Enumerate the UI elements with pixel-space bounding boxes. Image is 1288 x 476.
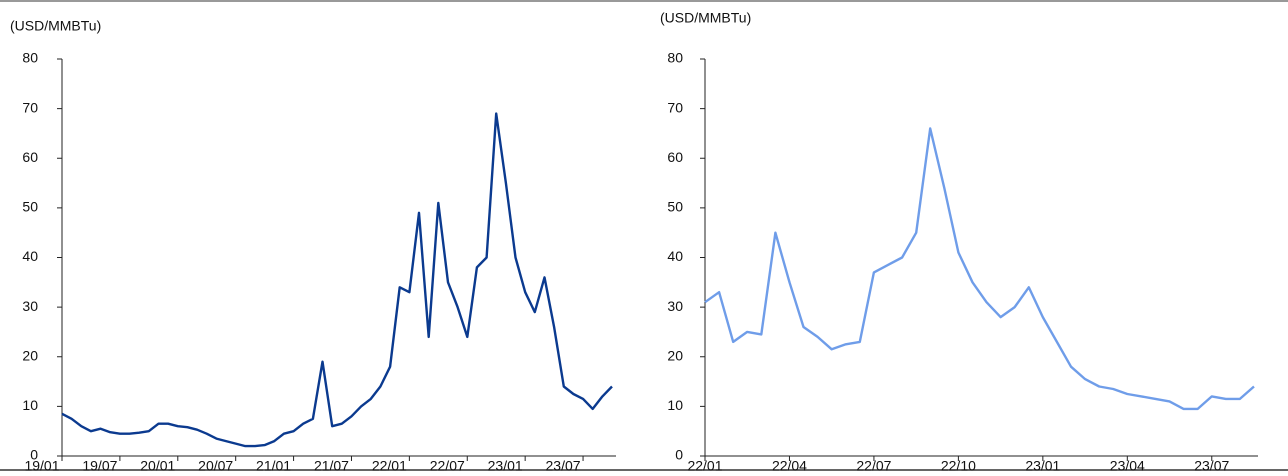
x-tick-label: 21/07	[314, 458, 349, 474]
x-tick-label: 22/07	[430, 458, 465, 474]
x-tick-label: 22/01	[687, 458, 722, 474]
y-tick-label: 40	[22, 248, 38, 264]
x-tick-label: 21/01	[256, 458, 291, 474]
y-tick-label: 0	[30, 447, 38, 463]
x-tick-label: 23/07	[1194, 458, 1229, 474]
y-tick-label: 70	[667, 99, 683, 115]
x-tick-label: 23/04	[1110, 458, 1145, 474]
y-tick-label: 10	[22, 397, 38, 413]
y-tick-label: 80	[667, 50, 683, 66]
price-line	[704, 127, 1255, 411]
x-tick-label: 22/10	[941, 458, 976, 474]
y-tick-label: 40	[667, 248, 683, 264]
y-tick-label: 50	[22, 199, 38, 215]
y-tick-label: 30	[667, 298, 683, 314]
x-tick-label: 23/01	[488, 458, 523, 474]
x-tick-label: 23/01	[1025, 458, 1060, 474]
x-tick-label: 23/07	[546, 458, 581, 474]
y-tick-label: 30	[22, 298, 38, 314]
y-axis-title: (USD/MMBTu)	[660, 10, 751, 26]
y-tick-label: 80	[22, 50, 38, 66]
y-axis-title: (USD/MMBTu)	[10, 18, 101, 34]
y-tick-label: 60	[22, 149, 38, 165]
x-tick-label: 19/01	[24, 458, 59, 474]
y-tick-label: 20	[22, 347, 38, 363]
y-tick-label: 60	[667, 149, 683, 165]
y-tick-label: 50	[667, 199, 683, 215]
x-tick-label: 22/07	[856, 458, 891, 474]
y-tick-label: 70	[22, 99, 38, 115]
y-tick-label: 20	[667, 347, 683, 363]
y-tick-label: 10	[667, 397, 683, 413]
x-tick-label: 19/07	[82, 458, 117, 474]
price-line	[61, 112, 613, 448]
y-tick-label: 0	[675, 447, 683, 463]
x-tick-label: 22/01	[372, 458, 407, 474]
x-tick-label: 20/01	[140, 458, 175, 474]
x-tick-label: 22/04	[772, 458, 807, 474]
x-tick-label: 20/07	[198, 458, 233, 474]
